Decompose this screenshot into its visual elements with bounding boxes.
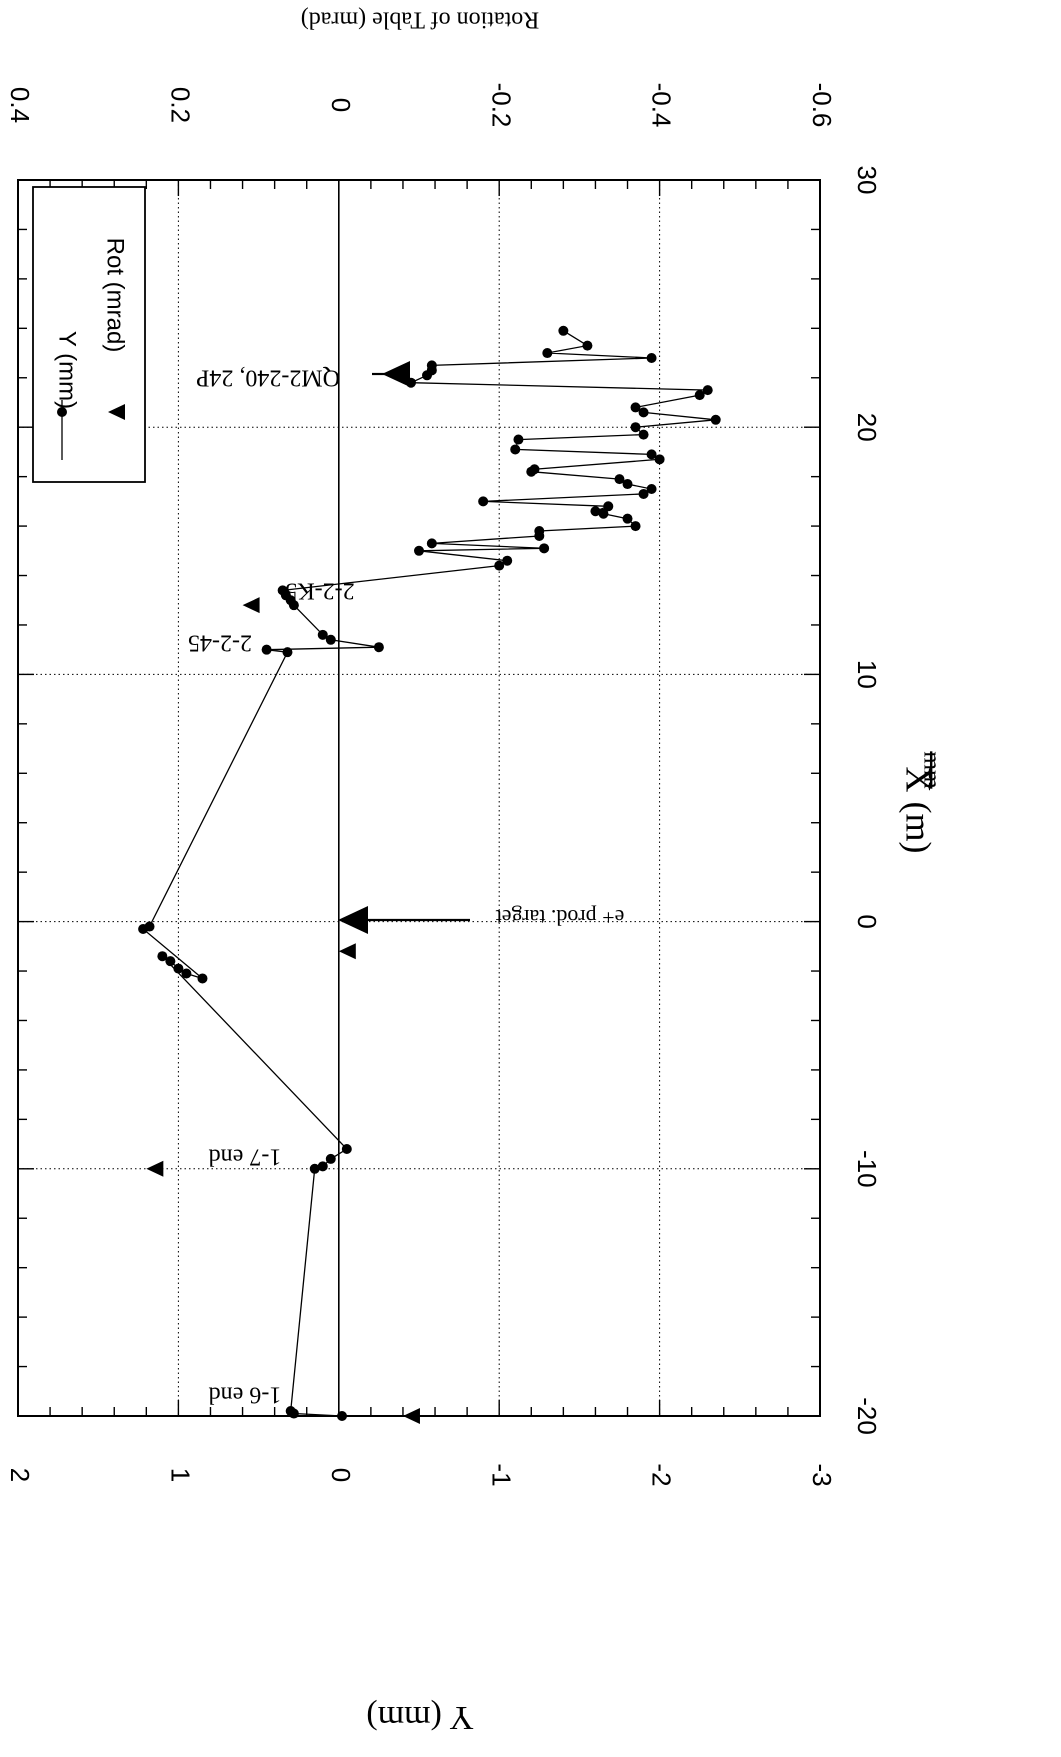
data-point-y xyxy=(426,360,437,371)
data-point-y xyxy=(325,634,336,645)
data-point-y xyxy=(582,340,593,351)
data-point-y xyxy=(542,348,553,359)
data-point-rot xyxy=(242,597,260,614)
data-point-y xyxy=(638,429,649,440)
legend-swatch-dot xyxy=(57,407,67,417)
data-point-y xyxy=(277,585,288,596)
y-axis-title: Y (mm) xyxy=(366,1699,473,1736)
data-point-y xyxy=(309,1163,320,1174)
data-point-y xyxy=(598,508,609,519)
data-point-y xyxy=(622,479,633,490)
data-point-y xyxy=(702,385,713,396)
y-tick-label: 1 xyxy=(166,1468,196,1482)
data-point-y xyxy=(502,555,513,566)
data-point-y xyxy=(646,449,657,460)
data-point-y xyxy=(181,968,192,979)
data-point-y xyxy=(654,454,665,465)
y2-tick-label: -0.6 xyxy=(807,83,837,128)
data-point-y xyxy=(165,956,176,967)
data-point-y xyxy=(513,434,524,445)
legend-swatch-triangle xyxy=(108,404,125,420)
data-point-y xyxy=(144,921,155,932)
data-point-y xyxy=(710,414,721,425)
data-point-y xyxy=(337,1411,348,1421)
data-point-y xyxy=(261,644,272,655)
axis-labels: -3-2-1012-0.6-0.4-0.200.20.4-20-10010203… xyxy=(5,6,944,1736)
data-point-y xyxy=(494,560,505,571)
data-point-y xyxy=(630,402,641,413)
x-tick-label: 10 xyxy=(852,660,882,689)
data-point-y xyxy=(282,647,293,658)
data-point-y xyxy=(317,1161,328,1172)
data-point-y xyxy=(478,496,489,507)
data-point-rot xyxy=(402,1408,420,1424)
annotations: 1-6 end 1-7 end e+ prod. target 2-2-45 2-2-K… xyxy=(188,361,624,1408)
data-point-y xyxy=(341,1144,352,1155)
data-point-y xyxy=(534,526,545,537)
data-point-y xyxy=(529,464,540,475)
x-axis-title: X (m) xyxy=(899,767,939,854)
data-point-y xyxy=(630,422,641,433)
y2-tick-label: 0.2 xyxy=(166,87,196,123)
data-point-y xyxy=(317,629,328,640)
y2-tick-label: -0.2 xyxy=(486,83,516,128)
x-axis-strike-unit: mm xyxy=(918,751,944,789)
legend-label-y: Y (mm) xyxy=(54,331,81,409)
x-tick-label: 30 xyxy=(852,166,882,195)
x-tick-label: 0 xyxy=(852,914,882,928)
data-point-y xyxy=(285,1406,296,1417)
data-point-y xyxy=(157,951,168,962)
data-point-y xyxy=(638,488,649,499)
data-point-y xyxy=(590,506,601,517)
y-tick-label: -3 xyxy=(807,1463,837,1486)
data-point-y xyxy=(694,390,705,401)
data-point-y xyxy=(325,1153,336,1164)
data-point-y xyxy=(614,474,625,485)
data-point-y xyxy=(414,545,424,556)
y2-tick-label: -0.4 xyxy=(647,83,677,128)
arrow-qm2-head xyxy=(382,361,410,387)
x-tick-label: -20 xyxy=(852,1397,882,1435)
data-point-y xyxy=(197,973,208,984)
y-tick-label: -1 xyxy=(486,1463,516,1486)
data-point-y xyxy=(426,538,437,549)
data-point-y xyxy=(373,642,384,653)
annotation-label: 2-2-K5 xyxy=(285,577,354,603)
series-line-y xyxy=(141,330,716,1417)
data-point-y xyxy=(603,501,614,512)
data-point-y xyxy=(646,352,657,363)
data-point-y xyxy=(510,444,521,455)
y-tick-label: -2 xyxy=(647,1463,677,1486)
y2-tick-label: 0.4 xyxy=(5,87,35,123)
data-point-y xyxy=(638,407,649,418)
annotation-label: 1-6 end xyxy=(209,1381,282,1407)
legend-box xyxy=(32,186,146,483)
y-tick-label: 2 xyxy=(5,1468,35,1482)
arrow-target-head xyxy=(338,906,368,934)
y2-tick-label: 0 xyxy=(326,98,356,112)
data-point-rot xyxy=(338,943,356,960)
legend: Y (mm) Rot (mrad) xyxy=(32,186,146,483)
x-tick-label: 20 xyxy=(852,413,882,442)
data-point-y xyxy=(646,484,657,494)
annotation-label: 1-7 end xyxy=(209,1143,282,1169)
annotation-label: QM2-240, 24P xyxy=(196,364,340,390)
data-point-y xyxy=(173,963,184,974)
data-point-y xyxy=(558,325,569,336)
data-point-y xyxy=(539,543,550,554)
y-tick-label: 0 xyxy=(326,1468,356,1482)
data-point-y xyxy=(630,521,641,532)
x-tick-label: -10 xyxy=(852,1150,882,1188)
legend-label-rot: Rot (mrad) xyxy=(102,238,129,353)
annotation-label: e+ prod. target xyxy=(496,905,625,930)
data-point-y xyxy=(622,513,633,524)
data-marks xyxy=(138,325,721,1424)
y2-axis-title: Rotation of Table (mrad) xyxy=(301,6,539,32)
annotation-label: 2-2-45 xyxy=(188,629,252,655)
data-point-rot xyxy=(146,1160,164,1177)
